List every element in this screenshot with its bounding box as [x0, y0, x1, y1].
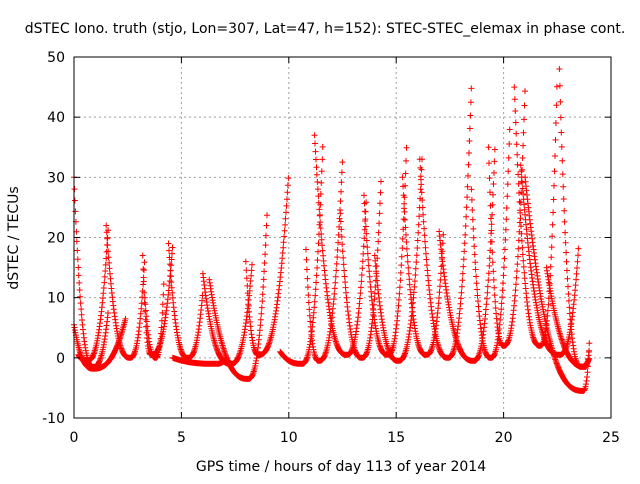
data-arc-markers-10 [242, 175, 292, 358]
data-arc-markers-17 [399, 174, 447, 358]
data-arc-7 [169, 354, 230, 367]
data-arc-markers-26 [543, 264, 593, 370]
data-arc-markers-18 [416, 85, 475, 361]
axes-frame [73, 56, 612, 419]
data-arc-markers-2 [75, 227, 112, 364]
y-tick-label-0: -10 [42, 411, 65, 427]
data-arc-markers-6 [165, 240, 206, 361]
data-arc-markers-21 [485, 88, 528, 349]
y-tick-label-3: 20 [47, 231, 65, 247]
data-arc-6 [165, 240, 206, 361]
y-tick-label-4: 30 [47, 170, 65, 186]
data-arc-10 [242, 175, 292, 358]
x-tick-label-0: 0 [70, 430, 79, 446]
data-series [71, 66, 593, 394]
y-tick-label-5: 40 [47, 110, 65, 126]
data-arc-26 [543, 264, 593, 370]
data-arc-24 [522, 174, 593, 394]
data-arc-2 [75, 227, 112, 364]
data-arc-18 [416, 85, 475, 361]
data-arc-markers-22 [511, 83, 560, 349]
x-tick-label-5: 25 [602, 430, 620, 446]
data-arc-11 [277, 143, 326, 367]
data-arc-22 [511, 83, 560, 349]
x-tick-label-4: 20 [495, 430, 513, 446]
data-arc-markers-24 [522, 174, 593, 394]
data-arc-16 [371, 156, 425, 364]
data-arc-markers-5 [141, 281, 167, 361]
tick-labels: 0 5 10 15 20 25 -10 0 10 20 30 40 50 [42, 50, 620, 446]
data-arc-markers-7 [169, 354, 230, 367]
x-axis-label: GPS time / hours of day 113 of year 2014 [196, 459, 486, 475]
data-arc-markers-11 [277, 143, 326, 367]
y-tick-label-6: 50 [47, 50, 65, 66]
data-arc-5 [141, 281, 167, 361]
y-axis-label: dSTEC / TECUs [6, 186, 22, 289]
data-arc-9 [206, 212, 270, 382]
x-tick-label-1: 5 [177, 430, 186, 446]
data-arc-markers-20 [468, 126, 513, 361]
data-arc-3 [103, 222, 148, 361]
y-tick-label-1: 0 [56, 351, 65, 367]
x-tick-label-2: 10 [280, 430, 298, 446]
y-tick-label-2: 10 [47, 291, 65, 307]
chart-title: dSTEC Iono. truth (stjo, Lon=307, Lat=47… [25, 21, 626, 37]
data-arc-20 [468, 126, 513, 361]
data-arc-21 [485, 88, 528, 349]
x-tick-label-3: 15 [387, 430, 405, 446]
data-arc-markers-3 [103, 222, 148, 361]
data-arc-markers-16 [371, 156, 425, 364]
data-arc-17 [399, 174, 447, 358]
data-arc-markers-9 [206, 212, 270, 382]
